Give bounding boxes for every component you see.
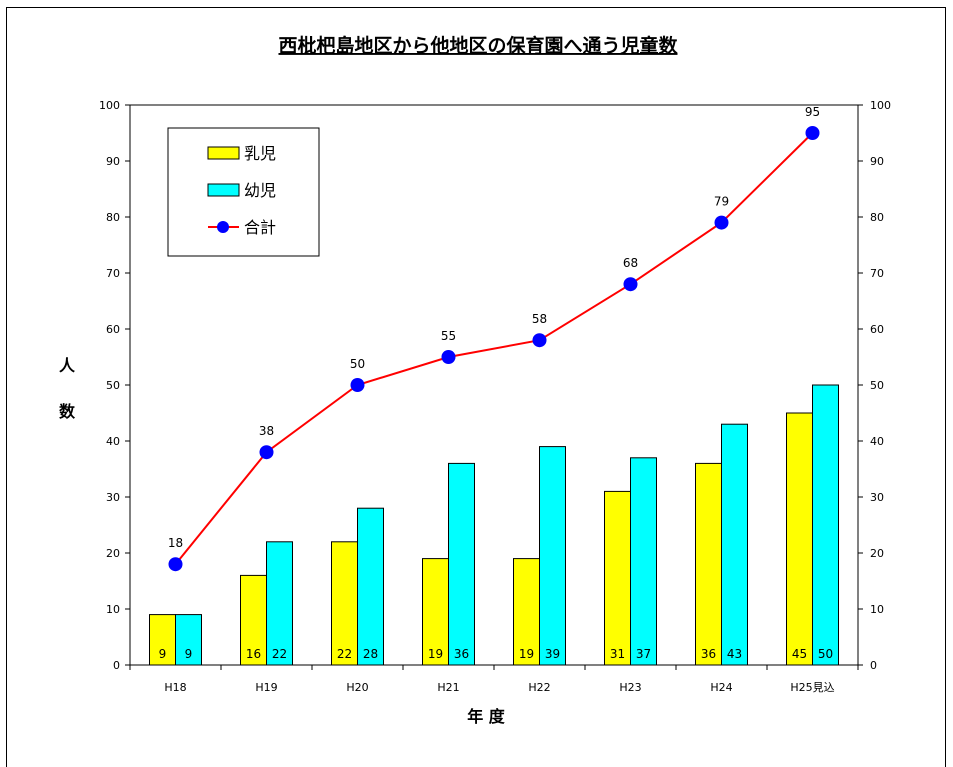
y-tick-label-left: 80 [106,211,120,224]
y-tick-label-left: 90 [106,155,120,168]
x-tick-label: H19 [255,681,277,694]
bar-乳児 [604,490,631,666]
x-tick-label: H21 [437,681,459,694]
x-axis-label: 年 度 [467,707,506,726]
bar-幼児 [266,541,293,666]
point-合計 [168,557,183,572]
point-合計 [805,126,820,140]
data-label-幼児: 36 [454,647,469,661]
data-label-乳児: 31 [610,647,625,661]
legend-swatch-幼児 [207,183,240,197]
data-label-乳児: 19 [428,647,443,661]
x-tick-label: H22 [528,681,550,694]
legend-label-合計: 合計 [244,218,276,237]
bar-幼児 [175,614,202,666]
bar-幼児 [357,507,384,666]
bar-幼児 [812,384,839,666]
legend-marker-合計 [217,221,229,233]
data-label-幼児: 28 [363,647,378,661]
data-label-幼児: 9 [185,647,193,661]
data-label-乳児: 22 [337,647,352,661]
data-label-乳児: 19 [519,647,534,661]
data-label-幼児: 39 [545,647,560,661]
point-合計 [259,445,274,460]
x-tick-label: H20 [346,681,368,694]
bar-乳児 [786,412,813,666]
series-line-合計 [174,132,814,565]
y-axis-label-char-2: 数 [59,402,76,421]
data-label-合計: 58 [532,312,547,326]
data-label-幼児: 37 [636,647,651,661]
y-tick-label-left: 30 [106,491,120,504]
bar-幼児 [448,462,475,666]
y-tick-label-right: 60 [870,323,884,336]
y-tick-label-left: 50 [106,379,120,392]
point-合計 [532,333,547,348]
chart-frame [6,7,946,767]
data-label-乳児: 45 [792,647,807,661]
y-tick-label-left: 70 [106,267,120,280]
data-label-幼児: 50 [818,647,833,661]
legend-label-幼児: 幼児 [244,181,276,200]
y-tick-label-left: 60 [106,323,120,336]
data-label-合計: 55 [441,329,456,343]
x-tick-label: H25見込 [790,681,834,694]
chart-title: 西枇杷島地区から他地区の保育園へ通う児童数 [278,34,678,57]
y-tick-label-right: 30 [870,491,884,504]
plot-area: 0 0 10 10 20 20 30 30 40 40 50 50 60 60 70 70 80 80 90 90 10… [99,99,891,694]
bar-幼児 [539,446,566,666]
bar-乳児 [422,558,449,666]
data-label-乳児: 16 [246,647,261,661]
y-tick-label-right: 90 [870,155,884,168]
bar-乳児 [695,462,722,666]
x-tick-label: H18 [164,681,186,694]
data-label-合計: 38 [259,424,274,438]
bar-幼児 [630,457,657,666]
y-tick-label-right: 10 [870,603,884,616]
data-label-乳児: 9 [159,647,167,661]
y-tick-label-left: 10 [106,603,120,616]
data-label-幼児: 22 [272,647,287,661]
bar-乳児 [513,558,540,666]
point-合計 [623,277,638,292]
y-tick-label-right: 20 [870,547,884,560]
y-tick-label-right: 0 [870,659,877,672]
data-label-合計: 50 [350,357,365,371]
data-label-合計: 68 [623,256,638,270]
legend-swatch-乳児 [207,146,240,160]
bar-幼児 [721,423,748,666]
y-tick-label-right: 100 [870,99,891,112]
legend-box [167,127,320,257]
legend-label-乳児: 乳児 [244,144,276,163]
point-合計 [441,350,456,364]
data-label-幼児: 43 [727,647,742,661]
data-label-乳児: 36 [701,647,716,661]
y-tick-label-left: 100 [99,99,120,112]
data-label-合計: 79 [714,195,729,209]
y-axis-label-char-1: 人 [59,356,76,375]
x-tick-label: H24 [710,681,732,694]
point-合計 [350,378,365,392]
y-tick-label-left: 20 [106,547,120,560]
y-tick-label-right: 80 [870,211,884,224]
y-tick-label-right: 40 [870,435,884,448]
data-label-合計: 18 [168,536,183,550]
y-tick-label-right: 50 [870,379,884,392]
y-tick-label-left: 40 [106,435,120,448]
x-tick-label: H23 [619,681,641,694]
y-tick-label-right: 70 [870,267,884,280]
data-label-合計: 95 [805,105,820,119]
point-合計 [714,215,729,230]
y-tick-label-left: 0 [113,659,120,672]
